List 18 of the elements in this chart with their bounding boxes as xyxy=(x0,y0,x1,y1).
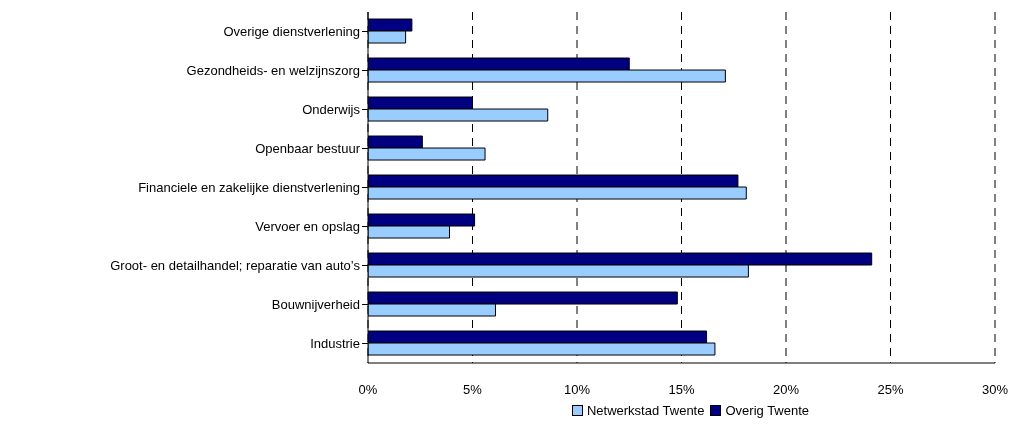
legend-label: Netwerkstad Twente xyxy=(585,403,705,418)
y-tick-label: Gezondheids- en welzijnszorg xyxy=(186,63,360,79)
x-tick-label: 0% xyxy=(358,382,378,398)
y-tick-label: Onderwijs xyxy=(302,102,361,118)
y-tick-label: Groot- en detailhandel; reparatie van auto’s xyxy=(110,258,361,274)
x-tick-label: 15% xyxy=(668,382,695,398)
x-tick-label: 25% xyxy=(877,382,904,398)
x-tick-label: 10% xyxy=(563,382,591,398)
x-tick-label: 20% xyxy=(772,382,800,398)
legend-label: Overig Twente xyxy=(724,403,810,418)
x-tick-label: 5% xyxy=(463,382,483,398)
y-tick-label: Overige dienstverlening xyxy=(223,24,360,40)
y-tick-label: Openbaar bestuur xyxy=(255,141,361,157)
y-tick-label: Vervoer en opslag xyxy=(255,219,360,235)
x-tick-label: 30% xyxy=(981,382,1009,398)
y-tick-label: Bouwnijverheid xyxy=(271,297,360,313)
y-tick-label: Financiele en zakelijke dienstverlening xyxy=(138,180,360,196)
y-tick-label: Industrie xyxy=(310,336,360,352)
